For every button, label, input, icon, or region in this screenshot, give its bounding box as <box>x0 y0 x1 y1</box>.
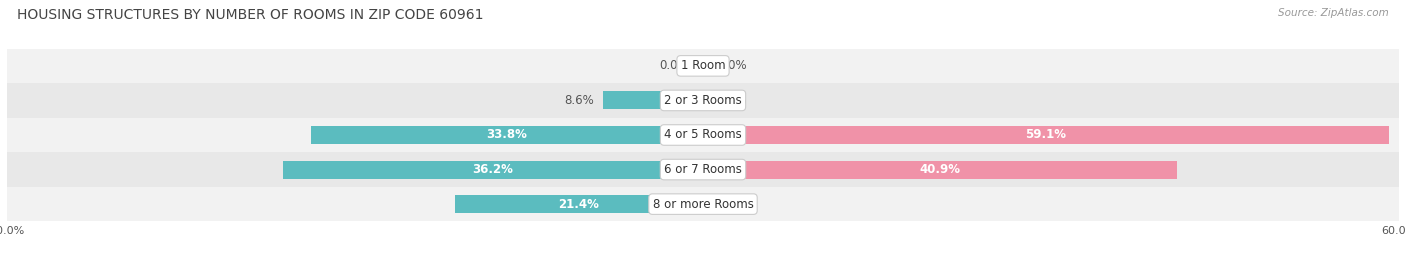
Text: 59.1%: 59.1% <box>1025 129 1066 141</box>
Bar <box>454 195 703 213</box>
Text: Source: ZipAtlas.com: Source: ZipAtlas.com <box>1278 8 1389 18</box>
Text: 0.0%: 0.0% <box>717 59 747 72</box>
Text: 2 or 3 Rooms: 2 or 3 Rooms <box>664 94 742 107</box>
Text: 40.9%: 40.9% <box>920 163 960 176</box>
Text: HOUSING STRUCTURES BY NUMBER OF ROOMS IN ZIP CODE 60961: HOUSING STRUCTURES BY NUMBER OF ROOMS IN… <box>17 8 484 22</box>
Text: 36.2%: 36.2% <box>472 163 513 176</box>
Bar <box>283 161 703 178</box>
Text: 8 or more Rooms: 8 or more Rooms <box>652 198 754 211</box>
Legend: Owner-occupied, Renter-occupied: Owner-occupied, Renter-occupied <box>575 266 831 270</box>
Text: 6 or 7 Rooms: 6 or 7 Rooms <box>664 163 742 176</box>
Text: 33.8%: 33.8% <box>486 129 527 141</box>
Text: 4 or 5 Rooms: 4 or 5 Rooms <box>664 129 742 141</box>
Text: 0.0%: 0.0% <box>717 198 747 211</box>
Text: 1 Room: 1 Room <box>681 59 725 72</box>
Bar <box>7 118 1399 152</box>
Bar <box>7 187 1399 221</box>
Text: 21.4%: 21.4% <box>558 198 599 211</box>
Bar <box>703 161 1177 178</box>
Bar <box>7 49 1399 83</box>
Bar <box>603 92 703 109</box>
Bar <box>703 126 1389 144</box>
Text: 8.6%: 8.6% <box>564 94 593 107</box>
Bar <box>7 83 1399 118</box>
Bar <box>311 126 703 144</box>
Text: 0.0%: 0.0% <box>659 59 689 72</box>
Bar <box>7 152 1399 187</box>
Text: 0.0%: 0.0% <box>717 94 747 107</box>
